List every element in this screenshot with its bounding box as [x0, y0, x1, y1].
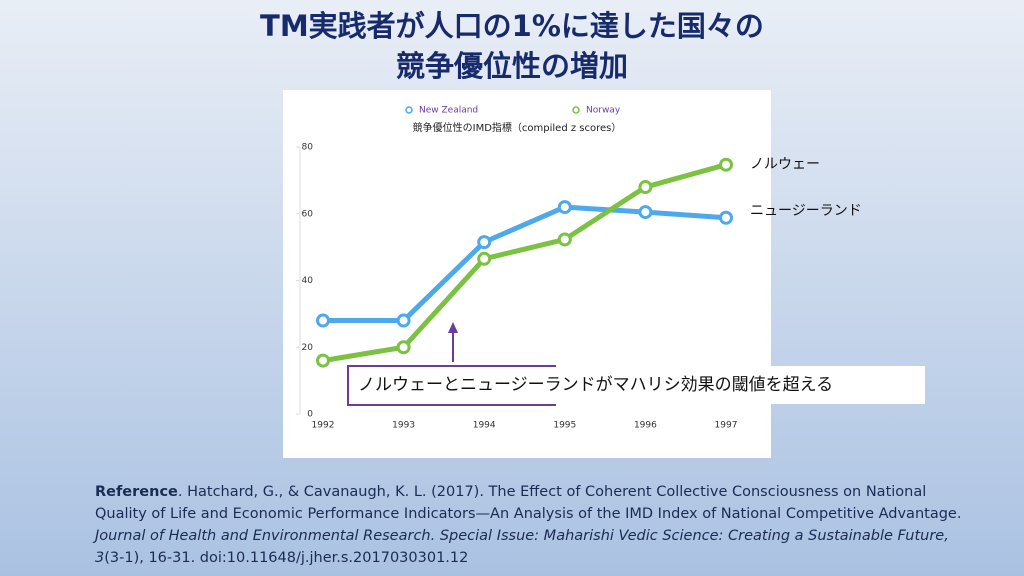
- legend-marker: [572, 106, 580, 114]
- y-tick-label: 60: [302, 209, 314, 219]
- data-point: [557, 232, 572, 247]
- data-point: [638, 180, 653, 195]
- x-tick-label: 1994: [473, 421, 496, 431]
- x-tick-label: 1995: [553, 421, 576, 431]
- y-tick-label: 40: [302, 276, 314, 286]
- x-tick-label: 1992: [312, 421, 335, 431]
- data-point: [316, 313, 330, 328]
- data-point: [719, 157, 733, 172]
- y-tick-label: 0: [307, 410, 313, 420]
- data-point: [477, 235, 492, 250]
- data-point: [396, 313, 411, 328]
- legend-label: Norway: [586, 106, 621, 116]
- data-point: [477, 251, 492, 266]
- data-point: [557, 200, 572, 215]
- legend-marker: [405, 106, 413, 114]
- y-tick-label: 20: [302, 343, 314, 353]
- annotation: ノルウェーとニュージーランドがマハリシ効果の閾値を超える: [358, 375, 833, 395]
- title-line: TM実践者が人口の1%に達した国々の: [260, 9, 764, 43]
- slide-title: TM実践者が人口の1%に達した国々の 競争優位性の増加: [0, 6, 1024, 86]
- annotation-bracket: [347, 365, 556, 406]
- annotation-arrowhead: [448, 322, 458, 333]
- y-tick-label: 80: [302, 143, 314, 153]
- data-point: [638, 205, 653, 220]
- x-tick-label: 1997: [715, 421, 738, 431]
- x-tick-label: 1996: [634, 421, 657, 431]
- reference-journal: Journal of Health and Environmental Rese…: [95, 528, 949, 566]
- annotation-box: [348, 366, 925, 404]
- data-point: [719, 210, 733, 225]
- x-tick-label: 1993: [392, 421, 415, 431]
- data-point: [396, 340, 411, 355]
- series-line: [322, 162, 727, 364]
- series-line: [323, 204, 727, 324]
- end-label: ノルウェー: [750, 157, 820, 173]
- chart-title: 競争優位性のIMD指標（compiled z scores）: [413, 121, 622, 134]
- end-label: ニュージーランド: [750, 203, 862, 219]
- title-line: 競争優位性の増加: [395, 49, 628, 83]
- reference-text: . Hatchard, G., & Cavanaugh, K. L. (2017…: [95, 484, 962, 522]
- data-point: [316, 353, 330, 368]
- reference-label: Reference: [95, 484, 178, 500]
- legend-label: New Zealand: [419, 106, 478, 116]
- reference-tail: (3-1), 16-31. doi:10.11648/j.jher.s.2017…: [104, 550, 469, 566]
- reference: Reference. Hatchard, G., & Cavanaugh, K.…: [95, 481, 975, 569]
